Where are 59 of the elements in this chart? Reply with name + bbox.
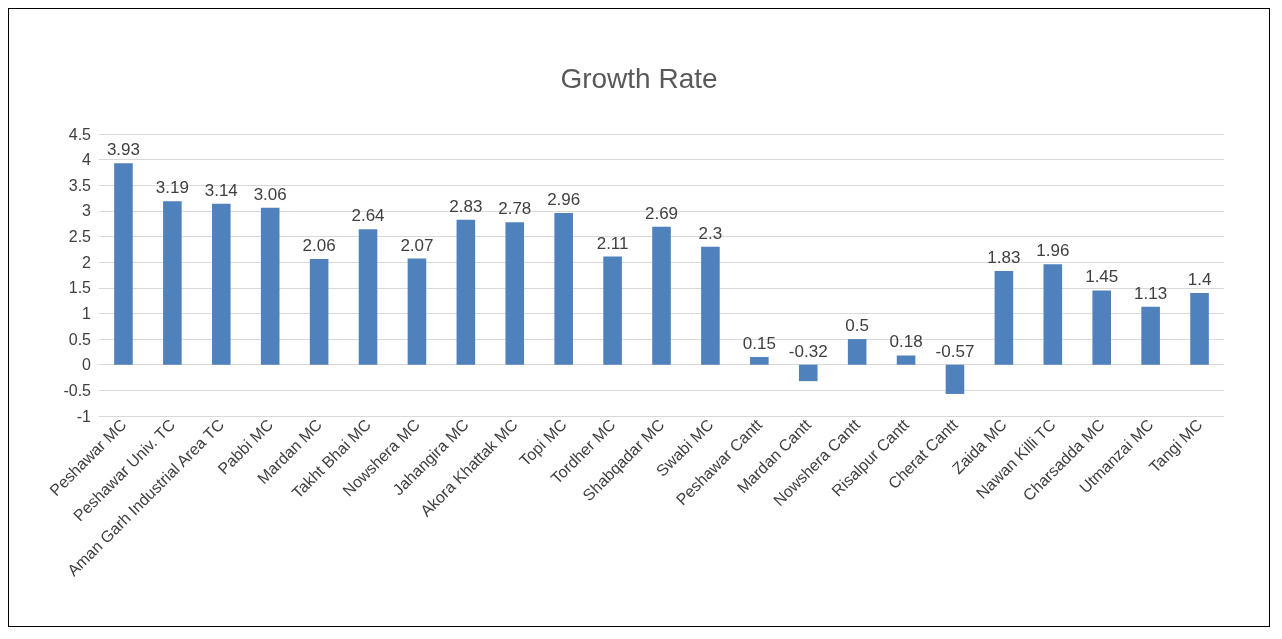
bar bbox=[1141, 306, 1160, 365]
data-label: 3.06 bbox=[253, 184, 287, 204]
data-label: -0.57 bbox=[935, 341, 975, 361]
bar bbox=[701, 246, 720, 365]
y-tick-label: 0.5 bbox=[68, 330, 92, 348]
bar bbox=[1092, 290, 1112, 365]
y-tick-label: 0 bbox=[82, 356, 92, 374]
chart-title: Growth Rate bbox=[560, 62, 718, 94]
data-label: 0.18 bbox=[889, 332, 923, 352]
y-tick-label: 2.5 bbox=[68, 228, 92, 246]
data-label: 1.83 bbox=[987, 247, 1021, 267]
data-label: 0.15 bbox=[742, 334, 776, 354]
data-label: 0.5 bbox=[845, 316, 869, 336]
bar bbox=[163, 201, 182, 365]
data-label: 3.93 bbox=[106, 140, 140, 160]
y-tick-label: 4.5 bbox=[68, 125, 92, 143]
bar bbox=[554, 212, 573, 365]
y-tick-label: -0.5 bbox=[63, 381, 92, 399]
bar bbox=[847, 339, 867, 365]
data-label: 2.06 bbox=[302, 236, 336, 256]
data-label: 3.14 bbox=[204, 180, 238, 200]
y-tick-label: 1.5 bbox=[68, 279, 92, 297]
bar bbox=[798, 364, 818, 382]
bar bbox=[114, 163, 133, 365]
y-tick-label: 3 bbox=[82, 202, 92, 220]
bar bbox=[1043, 264, 1063, 365]
data-label: -0.32 bbox=[788, 341, 828, 361]
data-label: 2.11 bbox=[596, 233, 629, 253]
bar bbox=[211, 203, 231, 365]
data-label: 1.13 bbox=[1134, 283, 1168, 303]
data-label: 2.07 bbox=[400, 235, 434, 255]
bar bbox=[260, 207, 280, 365]
bar bbox=[505, 222, 525, 365]
bar bbox=[945, 364, 965, 394]
data-label: 3.19 bbox=[155, 178, 189, 198]
bar bbox=[309, 259, 329, 365]
data-label: 1.96 bbox=[1036, 241, 1070, 261]
bar bbox=[652, 226, 671, 365]
bar bbox=[1190, 292, 1209, 365]
y-tick-label: 2 bbox=[82, 253, 92, 271]
data-label: 2.69 bbox=[644, 203, 679, 223]
y-tick-label: 1 bbox=[82, 304, 92, 322]
data-label: 2.64 bbox=[351, 206, 385, 226]
bar bbox=[750, 357, 769, 365]
bar bbox=[456, 219, 476, 365]
data-label: 1.45 bbox=[1085, 267, 1119, 287]
data-label: 2.96 bbox=[547, 189, 581, 209]
y-tick-label: 3.5 bbox=[68, 176, 92, 194]
data-label: 2.78 bbox=[498, 199, 532, 219]
y-tick-label: 4 bbox=[82, 151, 92, 169]
bar bbox=[407, 258, 427, 365]
data-label: 2.83 bbox=[449, 196, 483, 216]
data-label: 1.4 bbox=[1187, 269, 1212, 289]
bar bbox=[896, 355, 916, 365]
bar bbox=[358, 229, 378, 365]
bar bbox=[994, 270, 1014, 365]
bar bbox=[603, 256, 622, 365]
y-tick-label: -1 bbox=[76, 407, 92, 425]
data-label: 2.3 bbox=[698, 223, 723, 243]
